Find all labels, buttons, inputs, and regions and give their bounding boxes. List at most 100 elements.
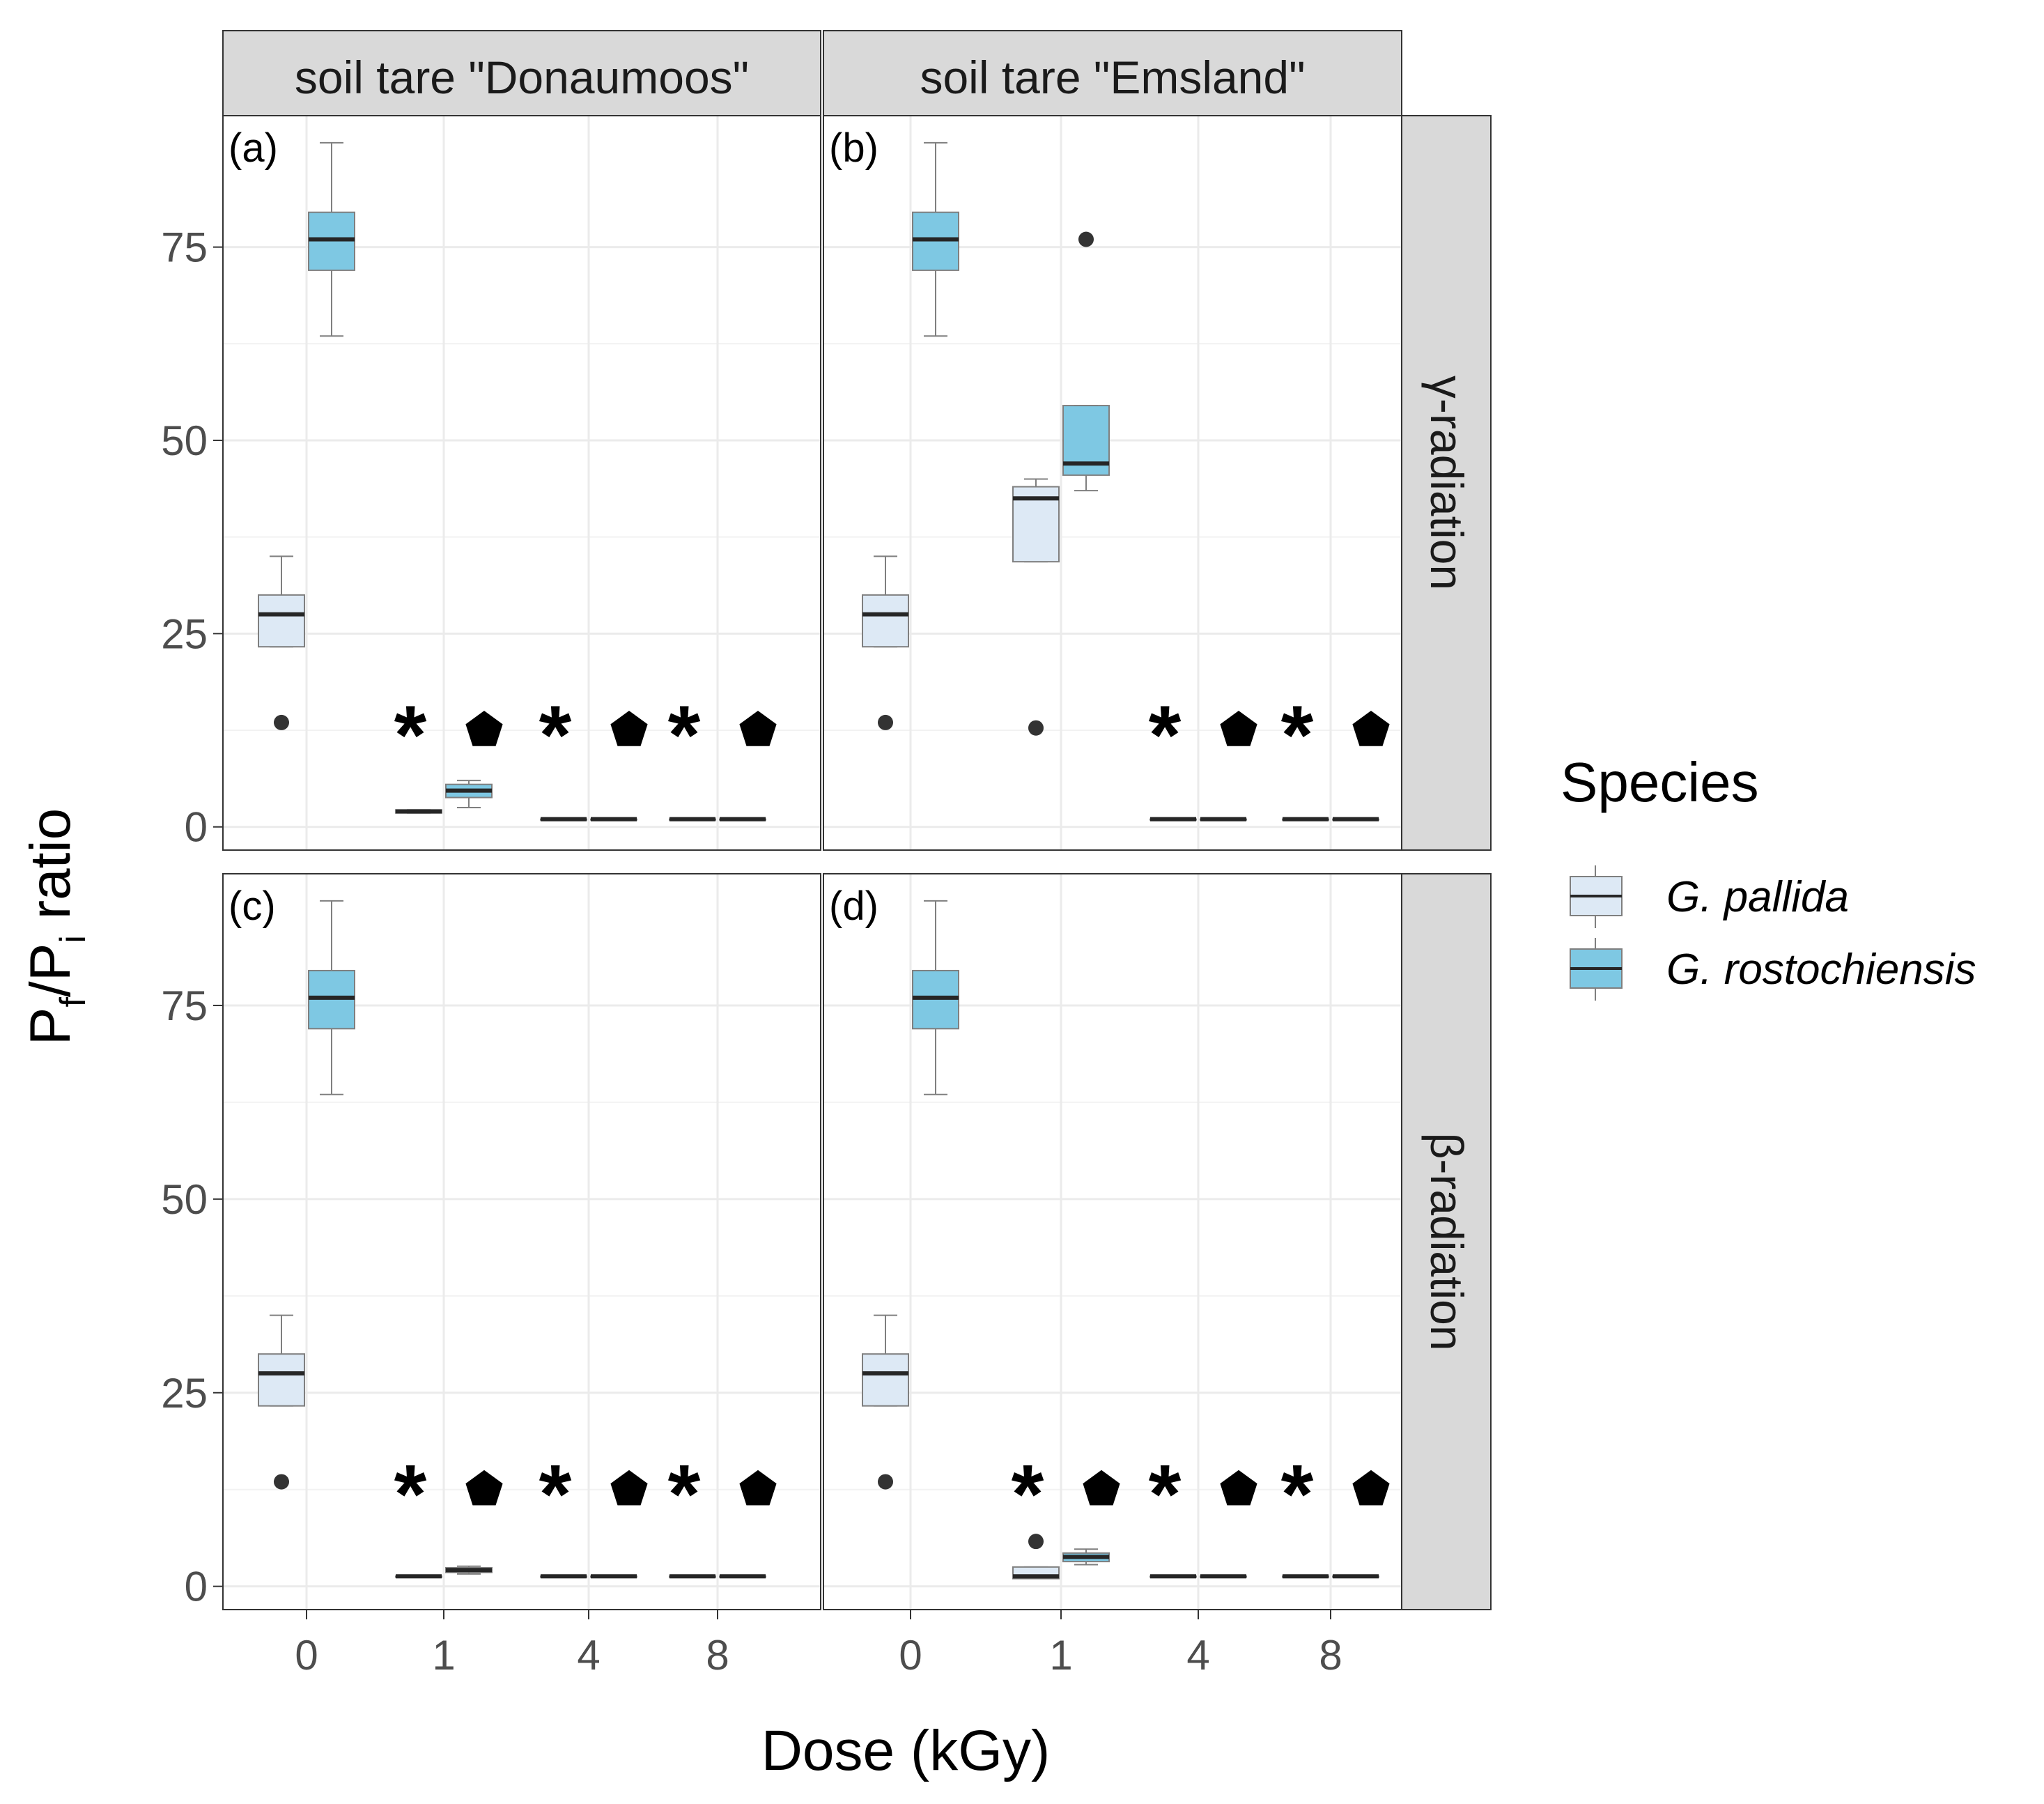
y-tick-label: 0 (185, 1564, 208, 1610)
legend-key-1 (1570, 938, 1623, 1001)
significance-star: * (394, 688, 427, 782)
significance-pentagon (465, 1470, 503, 1506)
box-8-rostochiensis (719, 817, 766, 822)
significance-pentagon (610, 711, 648, 746)
legend-label-1: G. rostochiensis (1666, 946, 1976, 994)
x-tick-label: 0 (295, 1632, 318, 1679)
box-body (862, 1353, 909, 1407)
panel-a: * * * (a) (222, 115, 821, 851)
box-0-pallida (258, 1314, 305, 1490)
row-strip-1 (1401, 873, 1492, 1610)
box-4-rostochiensis (1200, 817, 1247, 822)
outlier-point (878, 1474, 893, 1490)
y-tick-label: 50 (161, 417, 208, 464)
row-strip-label-0: γ-radiation (1421, 376, 1473, 590)
legend-title: Species (1561, 751, 1759, 813)
row-strips: γ-radiation β-radiation (1401, 115, 1492, 1610)
legend-key-0 (1570, 865, 1623, 928)
box-0-pallida (862, 1314, 909, 1490)
box-8-rostochiensis (719, 1574, 766, 1579)
box-8-pallida (669, 1574, 716, 1579)
significance-pentagon (610, 1470, 648, 1506)
panel-tag: (b) (829, 125, 878, 171)
panels: * * * (a) * * (b) * * * (c) * * * (d) (222, 115, 1402, 1610)
box-4-pallida (540, 1574, 587, 1579)
legend-items: G. pallida G. rostochiensis (1570, 865, 1976, 1001)
legend-label-0: G. pallida (1666, 873, 1849, 921)
column-strip-1 (823, 30, 1402, 116)
column-strip-0 (222, 30, 821, 116)
box-4-pallida (540, 817, 587, 822)
panel-border (823, 115, 1402, 851)
panel-border (222, 873, 821, 1610)
significance-pentagon (1220, 1470, 1257, 1506)
box-1-rostochiensis (1062, 231, 1110, 492)
box-0-pallida (258, 555, 305, 730)
box-1-rostochiensis (1062, 1548, 1110, 1566)
y-axis-title-sub-f: f (53, 997, 93, 1008)
box-body (862, 594, 909, 648)
column-strip-label-1: soil tare "Emsland" (920, 52, 1305, 103)
significance-pentagon (465, 711, 503, 746)
significance-star: * (1149, 688, 1182, 782)
y-axis-title-tail: ratio (19, 808, 82, 935)
box-0-rostochiensis (912, 900, 959, 1095)
box-body (258, 594, 305, 648)
box-4-rostochiensis (590, 817, 637, 822)
outlier-point (1078, 231, 1094, 247)
box-0-rostochiensis (912, 141, 959, 337)
legend: Species G. pallida G. rostochiensis (1561, 751, 1976, 1001)
x-tick-label: 4 (577, 1632, 600, 1679)
x-tick-label: 4 (1186, 1632, 1209, 1679)
x-tick-label: 0 (899, 1632, 922, 1679)
x-axis-title: Dose (kGy) (761, 1719, 1051, 1782)
panel-border (222, 115, 821, 851)
y-axis-title-p: P (19, 1008, 82, 1046)
panel-border (823, 873, 1402, 1610)
box-1-rostochiensis (445, 1565, 493, 1575)
box-0-rostochiensis (308, 141, 355, 337)
panel-tag: (c) (229, 884, 276, 929)
y-axis-title: Pf/Pi ratio (19, 808, 93, 1046)
y-tick-label: 25 (161, 610, 208, 657)
row-strip-label-1: β-radiation (1421, 1132, 1473, 1350)
significance-star: * (539, 688, 572, 782)
significance-star: * (539, 1448, 572, 1541)
significance-pentagon (739, 711, 777, 746)
significance-pentagon (1352, 711, 1390, 746)
box-4-rostochiensis (1200, 1574, 1247, 1579)
row-strip-0 (1401, 115, 1492, 851)
x-tick-label: 1 (1049, 1632, 1072, 1679)
y-axes: 0 25 50 75 0 25 50 75 (161, 224, 223, 1610)
significance-star: * (1149, 1448, 1182, 1541)
significance-star: * (1012, 1448, 1044, 1541)
column-strip-label-0: soil tare "Donaumoos" (295, 52, 749, 103)
y-tick-label: 75 (161, 224, 208, 271)
box-0-rostochiensis (308, 900, 355, 1095)
y-tick-label: 25 (161, 1370, 208, 1417)
panel-d: * * * (d) (823, 873, 1402, 1610)
outlier-point (878, 714, 893, 730)
box-8-pallida (1282, 817, 1329, 822)
box-1-pallida (395, 1574, 442, 1579)
box-1-rostochiensis (445, 780, 493, 808)
box-8-rostochiensis (1332, 817, 1379, 822)
box-4-pallida (1149, 1574, 1197, 1579)
panel-b: * * (b) (823, 115, 1402, 851)
box-4-rostochiensis (590, 1574, 637, 1579)
box-body (258, 1353, 305, 1407)
y-axis-title-sub-i: i (53, 935, 93, 943)
outlier-point (1028, 1534, 1044, 1550)
y-tick-label: 50 (161, 1176, 208, 1223)
outlier-point (274, 1474, 289, 1490)
box-1-pallida (395, 809, 442, 814)
box-1-pallida (1012, 478, 1060, 736)
x-tick-label: 8 (706, 1632, 729, 1679)
outlier-point (1028, 720, 1044, 736)
significance-star: * (394, 1448, 427, 1541)
significance-star: * (668, 688, 701, 782)
outlier-point (274, 714, 289, 730)
box-4-pallida (1149, 817, 1197, 822)
panel-tag: (d) (829, 884, 878, 929)
